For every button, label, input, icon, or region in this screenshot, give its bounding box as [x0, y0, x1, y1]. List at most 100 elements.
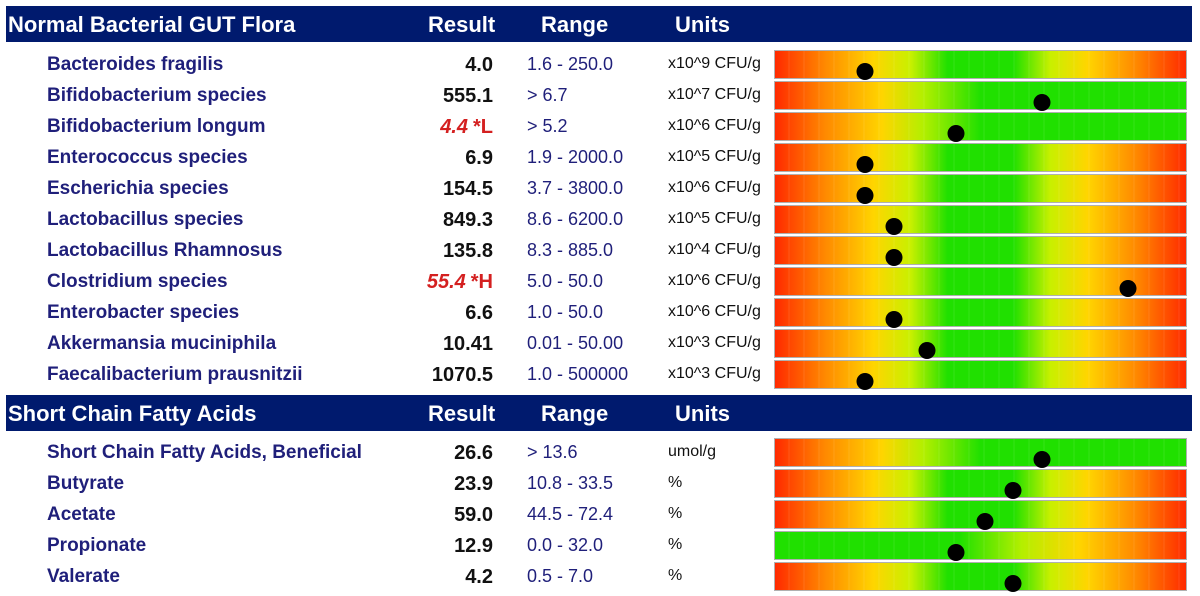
result-marker	[1004, 575, 1022, 592]
units-label: x10^7 CFU/g	[668, 86, 761, 103]
result-gauge	[774, 236, 1187, 266]
column-header-result: Result	[428, 401, 496, 426]
result-gauge	[774, 438, 1187, 468]
table-row: Bifidobacterium species 555.1 > 6.7 x10^7 C…	[0, 77, 1200, 111]
reference-range: 3.7 - 3800.0	[527, 178, 624, 198]
result-value: 135.8	[443, 240, 493, 263]
units-label: %	[668, 474, 683, 491]
table-row: Short Chain Fatty Acids, Beneficial 26.6 >…	[0, 434, 1200, 468]
result-marker	[885, 311, 903, 328]
analyte-name: Valerate	[47, 566, 120, 587]
section-header: Normal Bacterial GUT Flora Result Range Uni…	[6, 6, 1192, 42]
result-marker	[947, 544, 965, 561]
result-marker	[885, 249, 903, 266]
result-value: 12.9	[454, 535, 493, 558]
table-row: Enterococcus species 6.9 1.9 - 2000.0 x10^5…	[0, 139, 1200, 173]
result-marker	[1033, 451, 1051, 468]
result-number: 849.3	[442, 209, 493, 231]
units-label: x10^9 CFU/g	[668, 55, 761, 72]
gauge-segments	[775, 51, 1186, 78]
units-label: umol/g	[668, 443, 717, 460]
result-value: 59.0	[454, 504, 493, 527]
column-header-units: Units	[675, 401, 730, 426]
result-number: 6.6	[465, 302, 493, 324]
column-header-result: Result	[428, 12, 496, 37]
reference-range: 8.3 - 885.0	[527, 240, 614, 260]
gauge-segments	[775, 268, 1186, 295]
gauge-segments	[775, 361, 1186, 388]
result-value: 849.3	[443, 209, 493, 232]
result-value: 4.2	[465, 566, 493, 589]
table-row: Akkermansia muciniphila 10.41 0.01 - 50.00…	[0, 325, 1200, 359]
analyte-name: Clostridium species	[47, 271, 228, 292]
analyte-name: Butyrate	[47, 473, 125, 494]
result-gauge	[774, 500, 1187, 530]
result-number: 4.4	[440, 116, 468, 138]
result-gauge	[774, 143, 1187, 173]
table-row: Enterobacter species 6.6 1.0 - 50.0 x10^6 C…	[0, 294, 1200, 328]
result-gauge	[774, 531, 1187, 561]
result-value: 10.41	[443, 333, 493, 356]
gauge-segments	[775, 82, 1186, 109]
result-gauge	[774, 174, 1187, 204]
units-label: x10^5 CFU/g	[668, 210, 761, 227]
result-number: 4.2	[465, 566, 493, 588]
result-gauge	[774, 50, 1187, 80]
analyte-name: Propionate	[47, 535, 147, 556]
reference-range: 8.6 - 6200.0	[527, 209, 624, 229]
table-row: Lactobacillus Rhamnosus 135.8 8.3 - 885.0 x…	[0, 232, 1200, 266]
reference-range: 1.9 - 2000.0	[527, 147, 624, 167]
gauge-segments	[775, 175, 1186, 202]
result-number: 10.41	[442, 333, 493, 355]
table-row: Butyrate 23.9 10.8 - 33.5%	[0, 465, 1200, 499]
result-value: 1070.5	[432, 364, 493, 387]
analyte-name: Akkermansia muciniphila	[47, 333, 277, 354]
result-number: 4.0	[465, 54, 493, 76]
analyte-name: Lactobacillus Rhamnosus	[47, 240, 283, 261]
result-gauge	[774, 360, 1187, 390]
analyte-name: Bacteroides fragilis	[47, 54, 224, 75]
result-marker	[947, 125, 965, 142]
units-label: x10^3 CFU/g	[668, 365, 761, 382]
section-title: Normal Bacterial GUT Flora	[8, 12, 296, 37]
analyte-name: Escherichia species	[47, 178, 229, 199]
units-label: %	[668, 505, 683, 522]
result-gauge	[774, 562, 1187, 592]
result-number: 55.4	[426, 271, 466, 293]
gauge-segments	[775, 470, 1186, 497]
analyte-name: Lactobacillus species	[47, 209, 244, 230]
result-value: 4.4 *L	[440, 116, 493, 139]
gauge-segments	[775, 206, 1186, 233]
table-row: Valerate 4.2 0.5 - 7.0%	[0, 558, 1200, 592]
result-gauge	[774, 298, 1187, 328]
table-row: Escherichia species 154.5 3.7 - 3800.0 x10^…	[0, 170, 1200, 204]
result-value: 26.6	[454, 442, 493, 465]
result-value: 555.1	[443, 85, 493, 108]
result-value: 6.6	[465, 302, 493, 325]
result-value: 4.0	[465, 54, 493, 77]
result-gauge	[774, 81, 1187, 111]
analyte-name: Acetate	[47, 504, 116, 525]
units-label: %	[668, 567, 683, 584]
reference-range: 1.6 - 250.0	[527, 54, 614, 74]
result-gauge	[774, 112, 1187, 142]
reference-range: > 6.7	[527, 85, 568, 105]
table-row: Faecalibacterium prausnitzii 1070.5 1.0 - …	[0, 356, 1200, 390]
result-gauge	[774, 469, 1187, 499]
gauge-segments	[775, 237, 1186, 264]
gauge-segments	[775, 563, 1186, 590]
result-marker	[1119, 280, 1137, 297]
reference-range: 1.0 - 500000	[527, 364, 629, 384]
table-row: Bifidobacterium longum 4.4 *L > 5.2 x10^6 CF…	[0, 108, 1200, 142]
reference-range: 0.5 - 7.0	[527, 566, 594, 586]
result-number: 154.5	[442, 178, 493, 200]
column-header-range: Range	[541, 401, 609, 426]
analyte-name: Enterococcus species	[47, 147, 248, 168]
reference-range: 44.5 - 72.4	[527, 504, 614, 524]
units-label: x10^6 CFU/g	[668, 272, 761, 289]
reference-range: > 5.2	[527, 116, 568, 136]
units-label: %	[668, 536, 683, 553]
reference-range: 10.8 - 33.5	[527, 473, 614, 493]
table-row: Acetate 59.0 44.5 - 72.4%	[0, 496, 1200, 530]
units-label: x10^4 CFU/g	[668, 241, 761, 258]
